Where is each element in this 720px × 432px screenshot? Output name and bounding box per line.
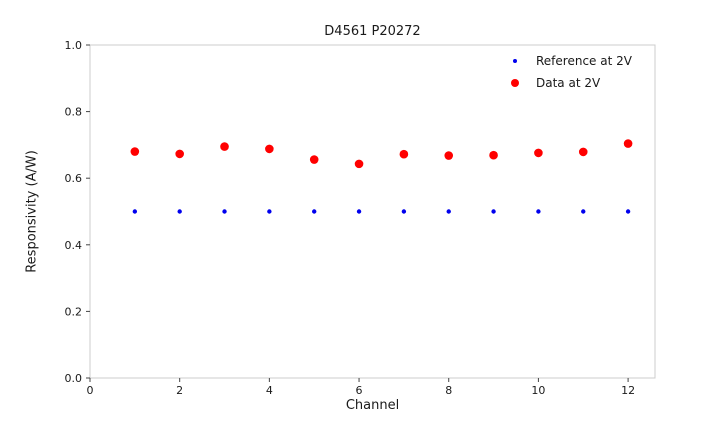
x-tick-label: 2 <box>176 384 183 397</box>
scatter-point-reference <box>177 209 182 214</box>
legend-label-data: Data at 2V <box>536 76 601 90</box>
legend-item-data: Data at 2V <box>500 76 632 90</box>
x-tick-label: 4 <box>266 384 273 397</box>
legend-label-reference: Reference at 2V <box>536 54 632 68</box>
x-tick-label: 0 <box>87 384 94 397</box>
x-tick-label: 8 <box>445 384 452 397</box>
scatter-point-reference <box>356 209 362 214</box>
x-tick-label: 10 <box>531 384 545 397</box>
y-tick-label: 0.6 <box>65 172 83 185</box>
data-marker-icon <box>510 78 520 88</box>
plot-frame <box>89 44 656 379</box>
scatter-point-data <box>444 151 454 160</box>
scatter-point-data <box>130 147 140 156</box>
scatter-point-reference <box>625 209 631 214</box>
y-tick-label: 0.4 <box>65 239 83 252</box>
scatter-point-reference <box>581 209 586 214</box>
scatter-point-data <box>175 149 184 159</box>
scatter-point-data <box>220 142 229 151</box>
chart-title: D4561 P20272 <box>324 24 421 39</box>
y-axis-label: Responsivity (A/W) <box>24 150 40 273</box>
scatter-point-data <box>578 147 588 157</box>
scatter-point-data <box>534 148 543 158</box>
legend-marker-box <box>500 78 530 88</box>
scatter-point-reference <box>312 209 317 214</box>
scatter-point-reference <box>132 209 138 214</box>
x-tick-label: 12 <box>621 384 635 397</box>
y-tick-label: 0.0 <box>65 372 83 385</box>
scatter-point-reference <box>446 209 451 214</box>
legend-item-reference: Reference at 2V <box>500 54 632 68</box>
scatter-point-data <box>354 159 364 169</box>
scatter-point-data <box>309 155 319 164</box>
scatter-point-data <box>399 149 409 159</box>
y-tick-label: 1.0 <box>65 39 83 52</box>
scatter-point-reference <box>222 209 227 214</box>
scatter-point-data <box>623 139 633 148</box>
legend-marker-box <box>500 58 530 64</box>
scatter-point-reference <box>536 209 541 214</box>
x-tick-label: 6 <box>356 384 363 397</box>
y-tick-label: 0.2 <box>65 305 83 318</box>
reference-marker-icon <box>512 58 518 64</box>
scatter-point-reference <box>267 209 272 214</box>
legend: Reference at 2V Data at 2V <box>500 54 632 90</box>
scatter-point-data <box>265 144 274 154</box>
x-axis-label: Channel <box>345 398 400 413</box>
scatter-point-reference <box>401 209 407 214</box>
scatter-point-reference <box>491 209 496 214</box>
y-tick-label: 0.8 <box>65 106 83 119</box>
scatter-point-data <box>489 150 498 160</box>
